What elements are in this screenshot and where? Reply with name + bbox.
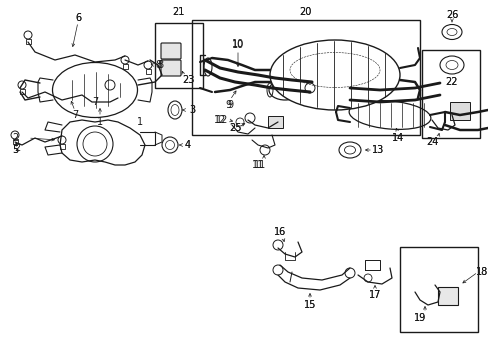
Text: 7: 7 (92, 97, 98, 107)
Text: 16: 16 (273, 227, 285, 237)
Text: 14: 14 (391, 133, 403, 143)
Text: 15: 15 (303, 300, 316, 310)
Ellipse shape (348, 100, 430, 129)
Text: 21: 21 (171, 7, 184, 17)
Text: 13: 13 (371, 145, 384, 155)
Bar (122, 64, 127, 69)
Ellipse shape (52, 63, 137, 117)
Text: 17: 17 (368, 290, 381, 300)
Text: 1: 1 (97, 117, 103, 127)
Circle shape (143, 61, 152, 69)
Text: 5: 5 (12, 145, 18, 155)
Text: 15: 15 (303, 300, 316, 310)
Text: 12: 12 (213, 115, 226, 125)
Text: 16: 16 (273, 227, 285, 237)
Text: 9: 9 (226, 100, 233, 110)
Ellipse shape (441, 24, 461, 40)
Text: 5: 5 (12, 145, 18, 155)
Text: 25: 25 (228, 123, 241, 133)
Bar (145, 69, 150, 74)
Text: 17: 17 (368, 290, 381, 300)
Ellipse shape (268, 80, 301, 100)
Text: 4: 4 (184, 140, 191, 150)
Text: 19: 19 (413, 313, 425, 323)
Bar (25, 39, 30, 44)
Text: 10: 10 (231, 39, 244, 49)
Text: 24: 24 (425, 137, 437, 147)
Bar (421, 50, 479, 138)
Text: 20: 20 (298, 7, 310, 17)
Ellipse shape (439, 56, 463, 74)
Bar (449, 102, 469, 120)
Text: 19: 19 (413, 313, 425, 323)
Text: 18: 18 (475, 267, 487, 277)
Ellipse shape (338, 142, 360, 158)
Text: 10: 10 (231, 40, 244, 50)
Text: 13: 13 (371, 145, 384, 155)
Text: 24: 24 (425, 137, 437, 147)
Text: 2: 2 (14, 143, 20, 153)
Bar (192, 20, 419, 135)
Text: 8: 8 (157, 60, 163, 70)
Text: 4: 4 (184, 140, 191, 150)
Text: 11: 11 (251, 160, 264, 170)
Bar (115, 106, 120, 111)
Text: 6: 6 (75, 13, 81, 23)
Text: 7: 7 (72, 110, 78, 120)
Bar (437, 287, 457, 305)
Bar (399, 247, 477, 332)
Bar (13, 139, 18, 144)
Bar (20, 89, 24, 94)
Text: 23: 23 (182, 75, 194, 85)
Text: 25: 25 (228, 123, 241, 133)
Circle shape (58, 136, 66, 144)
Bar (155, 23, 203, 88)
Bar (267, 116, 283, 128)
Text: 2: 2 (12, 133, 18, 143)
Text: 21: 21 (171, 7, 184, 17)
Text: 22: 22 (445, 77, 457, 87)
Bar (60, 144, 64, 149)
Text: 22: 22 (445, 77, 457, 87)
Text: 26: 26 (445, 10, 457, 20)
Text: 9: 9 (224, 100, 231, 110)
Circle shape (121, 56, 129, 64)
Text: 12: 12 (215, 115, 228, 125)
Text: 14: 14 (391, 133, 403, 143)
Text: 3: 3 (188, 105, 195, 115)
Text: 6: 6 (75, 13, 81, 23)
Ellipse shape (269, 40, 399, 110)
Bar (89, 102, 94, 107)
Text: 23: 23 (182, 75, 194, 85)
Circle shape (114, 98, 122, 106)
Text: 18: 18 (475, 267, 487, 277)
Circle shape (88, 94, 96, 102)
Ellipse shape (312, 84, 347, 106)
Text: 26: 26 (445, 10, 457, 20)
FancyBboxPatch shape (161, 43, 181, 59)
Text: 1: 1 (137, 117, 143, 127)
Text: 20: 20 (298, 7, 310, 17)
Circle shape (18, 81, 26, 89)
Text: 11: 11 (253, 160, 265, 170)
FancyBboxPatch shape (161, 60, 181, 76)
Circle shape (11, 131, 19, 139)
Text: 8: 8 (155, 60, 161, 70)
Text: 3: 3 (188, 105, 195, 115)
Circle shape (24, 31, 32, 39)
